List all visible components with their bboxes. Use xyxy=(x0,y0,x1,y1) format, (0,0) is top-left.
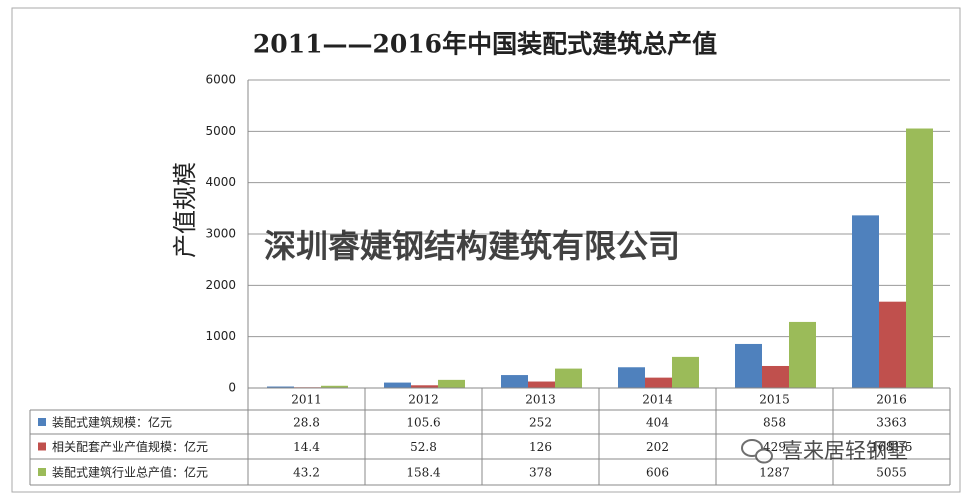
x-tick-label: 2016 xyxy=(876,393,907,407)
y-tick-label: 2000 xyxy=(205,278,236,292)
y-tick-label: 3000 xyxy=(205,227,236,241)
x-tick-label: 2014 xyxy=(642,393,673,407)
y-tick-label: 5000 xyxy=(205,124,236,138)
table-value: 1681.5 xyxy=(871,440,913,454)
bar xyxy=(555,368,582,388)
legend-swatch xyxy=(38,442,46,451)
legend-swatch xyxy=(38,468,46,476)
table-value: 5055 xyxy=(876,466,907,480)
y-tick-label: 1000 xyxy=(205,329,236,343)
chart-frame xyxy=(11,7,961,493)
table-value: 126 xyxy=(529,440,552,454)
table-value: 404 xyxy=(646,416,669,430)
table-value: 378 xyxy=(529,466,552,480)
table-value: 105.6 xyxy=(406,416,440,430)
bar xyxy=(411,385,438,388)
bar xyxy=(501,375,528,388)
bar xyxy=(672,356,699,388)
y-tick-label: 0 xyxy=(228,381,236,395)
legend-label: 相关配套产业产值规模：亿元 xyxy=(52,439,208,454)
bar xyxy=(906,128,933,388)
table-value: 52.8 xyxy=(410,440,437,454)
bar xyxy=(384,382,411,388)
bar xyxy=(528,381,555,388)
watermark: 深圳睿婕钢结构建筑有限公司 xyxy=(264,227,680,265)
bar xyxy=(762,365,789,388)
bar xyxy=(618,367,645,388)
bar xyxy=(735,343,762,388)
bars xyxy=(267,128,933,388)
chart-title: 2011——2016年中国装配式建筑总产值 xyxy=(253,30,717,59)
x-tick-label: 2013 xyxy=(525,393,556,407)
bar xyxy=(321,385,348,388)
table-value: 202 xyxy=(646,440,669,454)
y-tick-label: 4000 xyxy=(205,175,236,189)
bar xyxy=(852,215,879,388)
bar xyxy=(267,386,294,388)
table-value: 158.4 xyxy=(406,466,441,480)
table-value: 14.4 xyxy=(293,440,320,454)
legend-swatch xyxy=(38,418,46,426)
legend-label: 装配式建筑规模：亿元 xyxy=(52,415,172,430)
table-value: 606 xyxy=(646,466,669,480)
table-value: 858 xyxy=(763,416,786,430)
bar xyxy=(789,321,816,388)
table-value: 3363 xyxy=(876,416,907,430)
x-tick-label: 2015 xyxy=(759,393,790,407)
table-value: 28.8 xyxy=(293,416,320,430)
table-value: 1287 xyxy=(759,466,790,480)
y-axis-label: 产值规模 xyxy=(171,162,199,258)
legend-label: 装配式建筑行业总产值：亿元 xyxy=(52,465,208,480)
bar xyxy=(879,301,906,388)
bar xyxy=(645,377,672,388)
x-tick-label: 2012 xyxy=(408,393,439,407)
watermark-2: 喜来居轻钢墅 xyxy=(782,439,908,463)
bar xyxy=(438,379,465,388)
x-tick-label: 2011 xyxy=(291,393,322,407)
table-value: 252 xyxy=(529,416,552,430)
wechat-icon xyxy=(741,439,773,464)
data-table: 2011 28.8 14.4 43.2 2012 105.6 52.8 158.4 2013 25… xyxy=(29,387,951,486)
table-value: 43.2 xyxy=(293,466,320,480)
y-tick-label: 6000 xyxy=(205,73,236,87)
